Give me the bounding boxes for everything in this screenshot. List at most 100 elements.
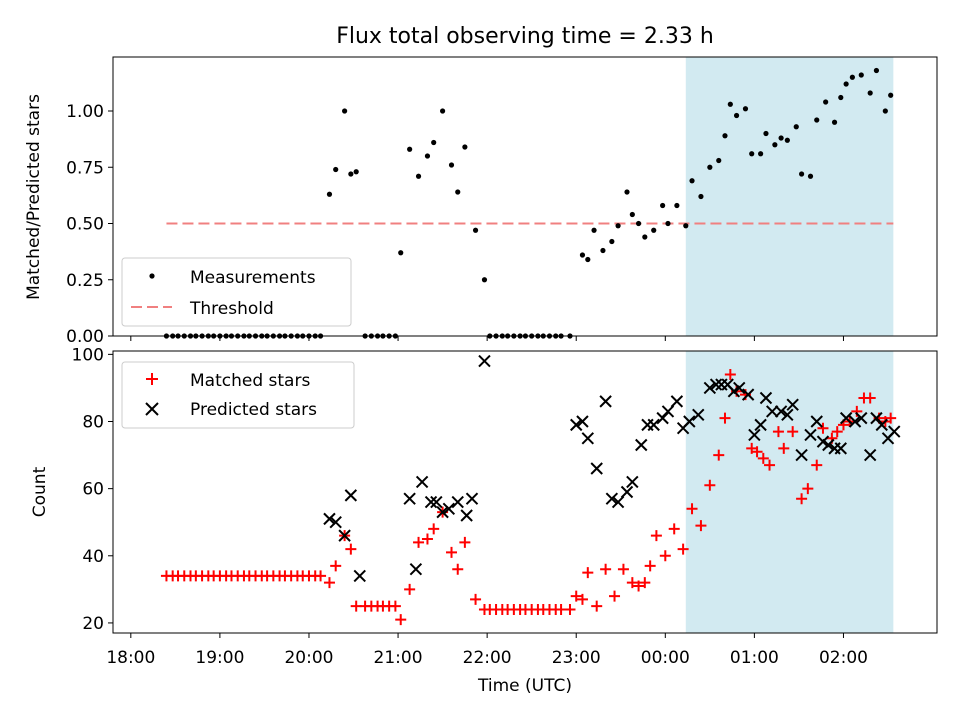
measurement-point bbox=[600, 247, 606, 254]
bottom-shaded-span bbox=[685, 351, 894, 633]
measurement-point bbox=[784, 137, 790, 143]
predicted-star-marker bbox=[576, 415, 589, 428]
measurement-point bbox=[831, 119, 838, 125]
predicted-star-marker bbox=[759, 391, 773, 405]
measurement-point bbox=[674, 202, 680, 209]
predicted-star-marker bbox=[641, 418, 654, 432]
legend-matched-label: Matched stars bbox=[190, 371, 310, 391]
legend-predicted-label: Predicted stars bbox=[190, 400, 317, 420]
matched-star-marker bbox=[626, 577, 638, 589]
predicted-stars-points bbox=[323, 354, 901, 583]
top-y-label: Matched/Predicted stars bbox=[24, 94, 44, 300]
predicted-star-marker bbox=[692, 408, 705, 421]
measurement-point bbox=[665, 220, 671, 227]
predicted-star-marker bbox=[774, 405, 788, 418]
bottom-y-tick-label: 60 bbox=[82, 480, 104, 500]
measurement-point bbox=[758, 151, 764, 157]
measurement-point bbox=[481, 277, 488, 283]
matched-star-marker bbox=[704, 479, 716, 491]
measurement-point bbox=[807, 173, 814, 179]
legend-matched-marker bbox=[146, 373, 158, 385]
measurement-point bbox=[683, 223, 689, 229]
matched-star-marker bbox=[817, 422, 829, 434]
predicted-star-marker bbox=[581, 432, 595, 445]
measurement-point bbox=[629, 211, 635, 218]
top-shaded-span bbox=[685, 57, 894, 336]
top-y-tick-label: 1.00 bbox=[66, 102, 104, 122]
matched-star-marker bbox=[609, 590, 621, 602]
predicted-star-marker bbox=[442, 502, 456, 515]
matched-star-marker bbox=[395, 614, 407, 626]
x-tick-label: 01:00 bbox=[730, 648, 779, 668]
measurement-point bbox=[342, 108, 348, 114]
measurement-point bbox=[793, 124, 799, 130]
measurement-point bbox=[778, 135, 784, 141]
matched-star-marker bbox=[413, 536, 425, 548]
predicted-star-marker bbox=[635, 438, 648, 452]
predicted-star-marker bbox=[786, 398, 799, 411]
top-panel: 0.00 0.25 0.50 0.75 1.00 Matched/Predicted s… bbox=[24, 56, 938, 347]
predicted-star-marker bbox=[810, 415, 823, 428]
predicted-star-marker bbox=[781, 408, 794, 421]
measurement-point bbox=[867, 90, 873, 96]
matched-star-marker bbox=[570, 590, 582, 602]
bottom-legend: Matched stars Predicted stars bbox=[121, 361, 355, 429]
measurement-point bbox=[472, 227, 479, 233]
predicted-star-marker bbox=[590, 462, 603, 475]
matched-star-marker bbox=[719, 412, 731, 424]
measurement-point bbox=[742, 106, 749, 112]
matched-star-marker bbox=[811, 459, 823, 471]
matched-star-marker bbox=[864, 392, 876, 404]
matched-star-marker bbox=[470, 593, 482, 605]
predicted-star-marker bbox=[570, 418, 583, 432]
measurement-point bbox=[326, 191, 333, 197]
matched-star-marker bbox=[757, 452, 769, 464]
measurement-point bbox=[882, 108, 888, 114]
matched-star-marker bbox=[772, 426, 784, 438]
measurement-point bbox=[798, 171, 805, 177]
matched-star-marker bbox=[802, 483, 814, 495]
measurement-point bbox=[707, 164, 713, 170]
measurement-point bbox=[431, 139, 437, 146]
matched-star-marker bbox=[751, 446, 763, 458]
matched-star-marker bbox=[446, 546, 458, 558]
matched-star-marker bbox=[695, 520, 707, 532]
predicted-star-marker bbox=[661, 405, 675, 418]
top-y-tick-label: 0.75 bbox=[66, 158, 104, 178]
matched-star-marker bbox=[428, 523, 440, 535]
matched-star-marker bbox=[421, 533, 433, 545]
measurement-point bbox=[651, 227, 657, 233]
measurement-point bbox=[888, 92, 894, 98]
predicted-star-marker bbox=[451, 495, 464, 509]
top-x-ticks bbox=[130, 336, 844, 341]
x-tick-label: 02:00 bbox=[819, 648, 868, 668]
measurement-point bbox=[635, 220, 642, 227]
measurement-point bbox=[838, 94, 844, 101]
measurement-point bbox=[448, 162, 455, 168]
predicted-star-marker bbox=[855, 411, 868, 425]
predicted-star-marker bbox=[323, 512, 336, 526]
matched-star-marker bbox=[796, 493, 808, 505]
predicted-star-marker bbox=[875, 418, 888, 432]
measurement-point bbox=[579, 252, 586, 258]
legend-predicted-marker bbox=[145, 402, 159, 416]
x-tick-label: 18:00 bbox=[106, 648, 155, 668]
measurement-point bbox=[424, 153, 431, 159]
measurement-point bbox=[333, 166, 339, 173]
predicted-star-marker bbox=[754, 418, 767, 432]
matched-star-marker bbox=[831, 426, 843, 438]
bottom-y-tick-label: 80 bbox=[82, 413, 104, 433]
measurement-point bbox=[727, 101, 733, 107]
matched-star-marker bbox=[639, 577, 651, 589]
x-tick-label: 22:00 bbox=[463, 648, 512, 668]
predicted-star-marker bbox=[822, 438, 835, 452]
matched-star-marker bbox=[404, 583, 416, 595]
predicted-star-marker bbox=[647, 418, 660, 432]
predicted-star-marker bbox=[465, 492, 479, 505]
matched-star-marker bbox=[452, 563, 464, 575]
matched-star-marker bbox=[389, 600, 401, 612]
measurement-point bbox=[348, 171, 354, 177]
matched-star-marker bbox=[677, 543, 689, 555]
measurement-point bbox=[772, 142, 778, 148]
matched-star-marker bbox=[778, 442, 790, 454]
